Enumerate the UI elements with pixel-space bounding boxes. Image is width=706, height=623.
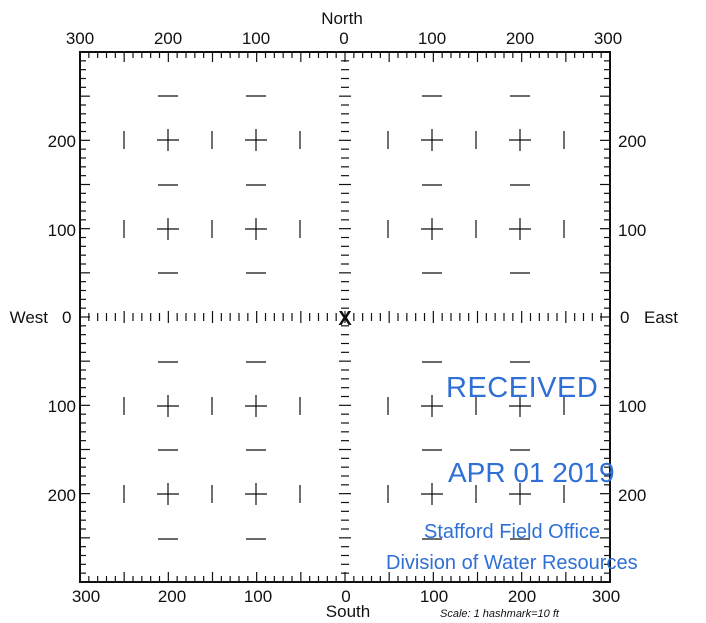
top-tick-label: 100 xyxy=(242,29,270,48)
left-tick-label: 100 xyxy=(48,397,76,416)
east-label: East xyxy=(644,308,678,327)
top-tick-label: 0 xyxy=(339,29,348,48)
west-label: West xyxy=(10,308,49,327)
left-tick-label: 200 xyxy=(48,486,76,505)
top-tick-label: 300 xyxy=(66,29,94,48)
right-tick-label: 100 xyxy=(618,221,646,240)
bottom-tick-label: 300 xyxy=(592,587,620,606)
right-tick-label: 100 xyxy=(618,397,646,416)
bottom-tick-label: 200 xyxy=(508,587,536,606)
received-stamp: RECEIVED APR 01 2019 Stafford Field Offi… xyxy=(386,372,638,574)
left-tick-label: 0 xyxy=(62,308,71,327)
top-tick-label: 300 xyxy=(594,29,622,48)
top-tick-label: 200 xyxy=(506,29,534,48)
scale-note: Scale: 1 hashmark=10 ft xyxy=(440,608,560,620)
left-tick-label: 200 xyxy=(48,132,76,151)
hashmark-layer xyxy=(79,51,611,583)
bottom-tick-label: 100 xyxy=(420,587,448,606)
south-label: South xyxy=(326,602,370,621)
bottom-tick-label: 0 xyxy=(341,587,350,606)
bottom-tick-label: 200 xyxy=(158,587,186,606)
well-location-marker: X xyxy=(338,308,352,330)
stamp-office: Stafford Field Office xyxy=(424,521,600,543)
left-tick-label: 100 xyxy=(48,221,76,240)
top-tick-label: 100 xyxy=(418,29,446,48)
right-tick-label: 200 xyxy=(618,486,646,505)
bottom-tick-label: 300 xyxy=(72,587,100,606)
north-label: North xyxy=(321,9,363,28)
stamp-division: Division of Water Resources xyxy=(386,552,638,574)
stamp-received: RECEIVED xyxy=(446,372,598,404)
right-tick-label: 200 xyxy=(618,132,646,151)
right-tick-label: 0 xyxy=(620,308,629,327)
top-tick-label: 200 xyxy=(154,29,182,48)
stamp-date: APR 01 2019 xyxy=(448,457,615,488)
grid-marks-layer xyxy=(123,95,565,540)
bottom-tick-label: 100 xyxy=(244,587,272,606)
